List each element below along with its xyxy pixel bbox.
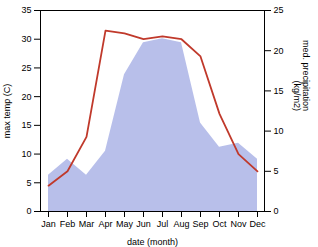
svg-text:med. precipitation(kg/m2): med. precipitation(kg/m2) [292,40,311,111]
svg-text:5: 5 [274,166,279,176]
svg-text:Jan: Jan [41,219,56,229]
svg-text:15: 15 [21,120,31,130]
svg-text:10: 10 [21,149,31,159]
svg-text:Jul: Jul [157,219,169,229]
svg-text:20: 20 [274,46,284,56]
svg-text:Jun: Jun [136,219,151,229]
svg-text:date (month): date (month) [127,237,178,247]
svg-text:Feb: Feb [60,219,76,229]
svg-text:5: 5 [26,178,31,188]
svg-text:Aug: Aug [173,219,189,229]
svg-text:Apr: Apr [98,219,112,229]
svg-text:20: 20 [21,92,31,102]
svg-text:Oct: Oct [212,219,227,229]
svg-text:0: 0 [274,206,279,216]
svg-text:Sep: Sep [192,219,208,229]
svg-text:15: 15 [274,86,284,96]
svg-text:35: 35 [21,5,31,15]
svg-text:Dec: Dec [249,219,266,229]
svg-text:max temp (C): max temp (C) [2,84,12,139]
svg-text:0: 0 [26,206,31,216]
svg-text:Nov: Nov [230,219,247,229]
svg-text:Mar: Mar [79,219,95,229]
svg-text:10: 10 [274,126,284,136]
svg-text:25: 25 [21,63,31,73]
svg-text:May: May [116,219,134,229]
svg-text:30: 30 [21,34,31,44]
svg-text:25: 25 [274,5,284,15]
